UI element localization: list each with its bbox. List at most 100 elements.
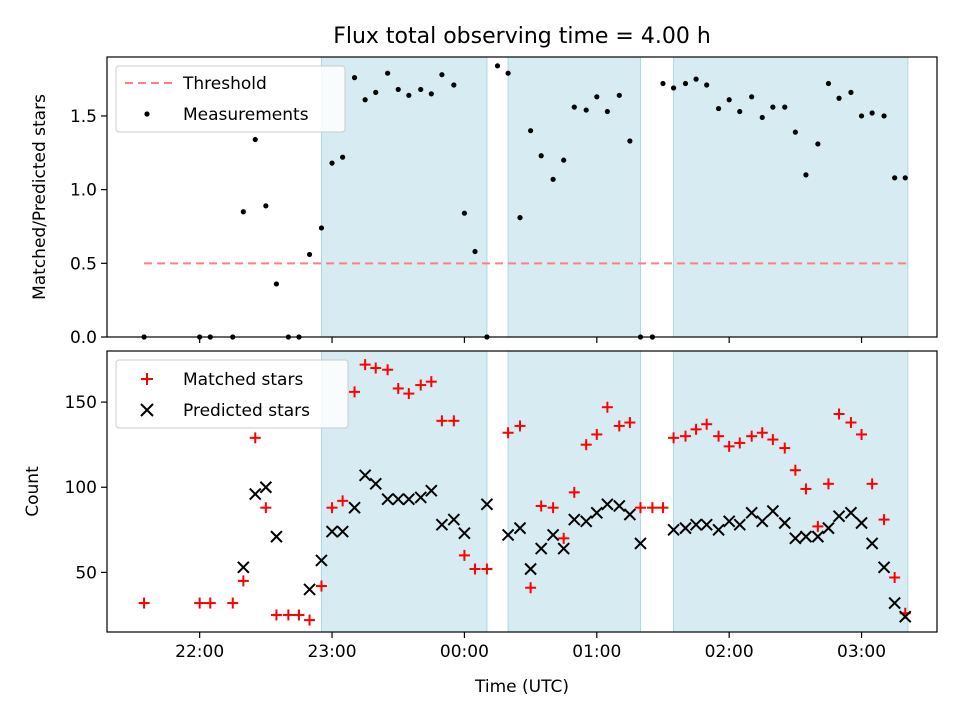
predicted-point-b (325, 525, 339, 538)
predicted-point-b (745, 506, 758, 519)
matched-point (249, 432, 261, 444)
predicted-point (745, 506, 758, 519)
predicted-point-b (315, 554, 328, 567)
y-axis-label: Matched/Predicted stars (30, 94, 50, 300)
measurement-point (494, 63, 501, 69)
measurement-point (351, 75, 358, 81)
matched-point (403, 388, 415, 400)
predicted-point-b (700, 518, 713, 531)
measurement-point (472, 248, 478, 255)
matched-point (613, 420, 625, 432)
measurement-point (406, 92, 412, 98)
measurement-point (749, 94, 755, 100)
measurement-point (792, 129, 798, 135)
predicted-point (568, 513, 581, 526)
matched-point (800, 483, 812, 495)
predicted-point-b (811, 530, 825, 543)
predicted-point (712, 523, 725, 537)
matched-point (646, 502, 658, 514)
measurement-point (561, 157, 567, 163)
predicted-point-b (667, 523, 680, 537)
predicted-point-b (447, 513, 461, 526)
predicted-point-b (270, 530, 283, 543)
legend-measurement-marker (144, 111, 150, 117)
predicted-point-b (877, 561, 891, 574)
matched-point (568, 486, 580, 498)
predicted-point (855, 516, 868, 530)
measurement-point (252, 136, 258, 143)
measurement-point (340, 154, 346, 160)
measurement-point (627, 138, 633, 144)
measurement-point (528, 128, 534, 134)
predicted-point-b (513, 521, 527, 535)
observing-bands (320, 350, 909, 633)
predicted-point (270, 530, 283, 543)
matched-point (845, 417, 857, 429)
legend-box (115, 359, 349, 429)
x-tick-label: 03:00 (837, 642, 886, 662)
legend-predicted-glyph-b (140, 403, 154, 417)
x-axis (199, 337, 863, 343)
matched-point (458, 549, 470, 561)
matched-point (657, 502, 669, 514)
chart-title: Flux total observing time = 4.00 h (333, 24, 711, 49)
matched-point (392, 382, 404, 394)
legend-box (115, 65, 346, 133)
predicted-point-b (623, 508, 637, 521)
matched-point (746, 430, 758, 442)
measurement-point (881, 113, 887, 119)
predicted-point (667, 523, 680, 537)
matched-point (315, 580, 327, 592)
matched-point (194, 597, 206, 609)
measurement-point (240, 209, 246, 215)
matched-point (349, 386, 361, 398)
predicted-point (425, 484, 438, 497)
measurement-point (726, 97, 732, 103)
plot-frame (106, 350, 938, 633)
matched-point (756, 427, 768, 439)
predicted-point (435, 518, 449, 531)
data-points (141, 63, 908, 340)
measurement-point (902, 175, 908, 181)
x-axis: 22:00 23:00 00:00 01:00 02:00 03:00 (175, 632, 886, 662)
matched-point (634, 502, 646, 514)
matched-point (138, 597, 150, 609)
measurement-point (803, 172, 809, 178)
predicted-point-b (414, 491, 427, 504)
matched-point (767, 434, 779, 446)
predicted-point-b (480, 498, 494, 511)
measurement-point (737, 108, 743, 115)
matched-point (304, 614, 316, 626)
y-axis: 0.0 0.5 1.0 1.5 (70, 107, 107, 348)
predicted-point (381, 492, 394, 506)
predicted-point (601, 498, 614, 511)
predicted-point-b (822, 521, 835, 535)
x-tick-label: 23:00 (308, 642, 357, 662)
predicted-point (303, 583, 316, 596)
y-axis: 50 100 150 (65, 393, 107, 583)
matched-point (601, 401, 613, 413)
predicted-point (756, 515, 769, 528)
legend-measurement-label: Measurements (183, 105, 309, 125)
measurement-point (715, 105, 722, 112)
predicted-point-b (899, 610, 912, 623)
measurement-point (660, 80, 666, 87)
matched-point (525, 582, 537, 594)
matched-point (260, 502, 272, 514)
predicted-point (369, 477, 382, 491)
predicted-point (524, 562, 537, 576)
matched-point (425, 376, 437, 388)
predicted-point (679, 521, 692, 535)
measurement-point (858, 113, 865, 119)
legend: Threshold Measurements (115, 65, 346, 133)
measurement-point (704, 82, 710, 88)
predicted-point (501, 528, 515, 542)
measurement-point (892, 175, 898, 181)
matched-point (448, 415, 460, 427)
matched-point (812, 520, 824, 532)
measurement-point (362, 97, 368, 103)
predicted-point-b (766, 504, 780, 518)
legend-predicted-glyph (140, 403, 154, 417)
